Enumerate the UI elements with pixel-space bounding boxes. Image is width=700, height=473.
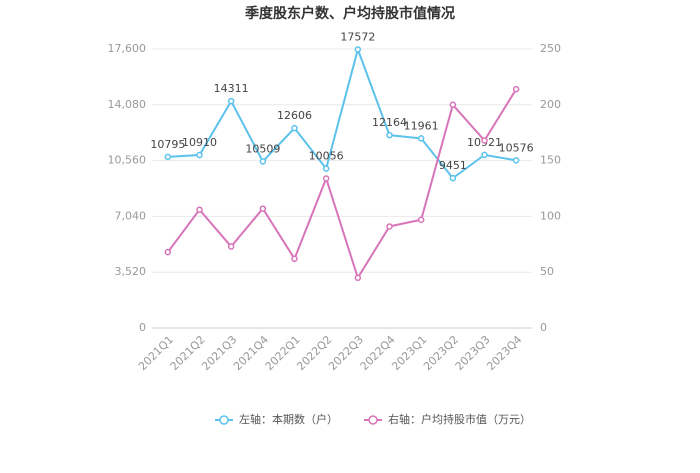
data-point — [512, 157, 520, 164]
y2-tick-label: 50 — [540, 265, 554, 278]
y2-tick-label: 250 — [540, 42, 561, 55]
data-point — [164, 153, 172, 161]
data-label: 10795 — [150, 138, 185, 151]
y2-tick-label: 150 — [540, 154, 561, 167]
legend-label: 右轴：户均持股市值（万元） — [388, 412, 531, 426]
data-point — [259, 158, 267, 165]
y-tick-label: 7,040 — [115, 209, 147, 222]
data-label: 10509 — [245, 142, 280, 155]
data-point — [481, 151, 488, 159]
data-point — [227, 243, 235, 250]
data-point — [481, 137, 488, 144]
data-label: 10910 — [182, 136, 217, 149]
data-point — [354, 46, 362, 53]
data-point — [196, 206, 203, 213]
data-label: 10576 — [499, 141, 534, 154]
data-point — [354, 274, 362, 282]
data-point — [417, 216, 425, 223]
data-label: 14311 — [214, 82, 249, 95]
series-line — [167, 88, 518, 281]
chart-title: 季度股东户数、户均持股市值情况 — [244, 5, 455, 22]
data-point — [291, 124, 298, 132]
data-point — [291, 255, 298, 263]
data-point — [449, 174, 457, 182]
data-point — [386, 223, 393, 230]
data-point — [259, 205, 267, 212]
data-point — [386, 131, 393, 139]
data-point — [417, 135, 425, 142]
data-label: 17572 — [340, 30, 375, 43]
x-tick-label: 2023Q4 — [484, 333, 524, 373]
data-point — [196, 151, 203, 159]
data-point — [227, 97, 235, 105]
legend-label: 左轴：本期数（户） — [239, 412, 338, 426]
y-tick-label: 14,080 — [108, 98, 147, 111]
y2-tick-label: 200 — [540, 98, 561, 111]
data-point — [322, 175, 330, 182]
data-label: 12164 — [372, 116, 407, 129]
y-tick-label: 17,600 — [108, 42, 147, 55]
data-point — [322, 165, 330, 172]
legend-marker — [219, 415, 229, 425]
data-label: 10056 — [309, 150, 344, 163]
y2-tick-label: 100 — [540, 209, 561, 222]
data-point — [512, 85, 520, 93]
data-label: 11961 — [404, 119, 439, 132]
y2-tick-label: 0 — [540, 321, 547, 334]
y-tick-label: 0 — [139, 321, 146, 334]
series-line — [167, 46, 517, 180]
y-tick-label: 10,560 — [108, 154, 147, 167]
y-tick-label: 3,520 — [115, 265, 147, 278]
legend-marker — [368, 415, 378, 425]
data-point — [449, 101, 457, 109]
data-label: 9451 — [439, 159, 467, 172]
data-point — [164, 248, 172, 256]
data-label: 12606 — [277, 109, 312, 122]
